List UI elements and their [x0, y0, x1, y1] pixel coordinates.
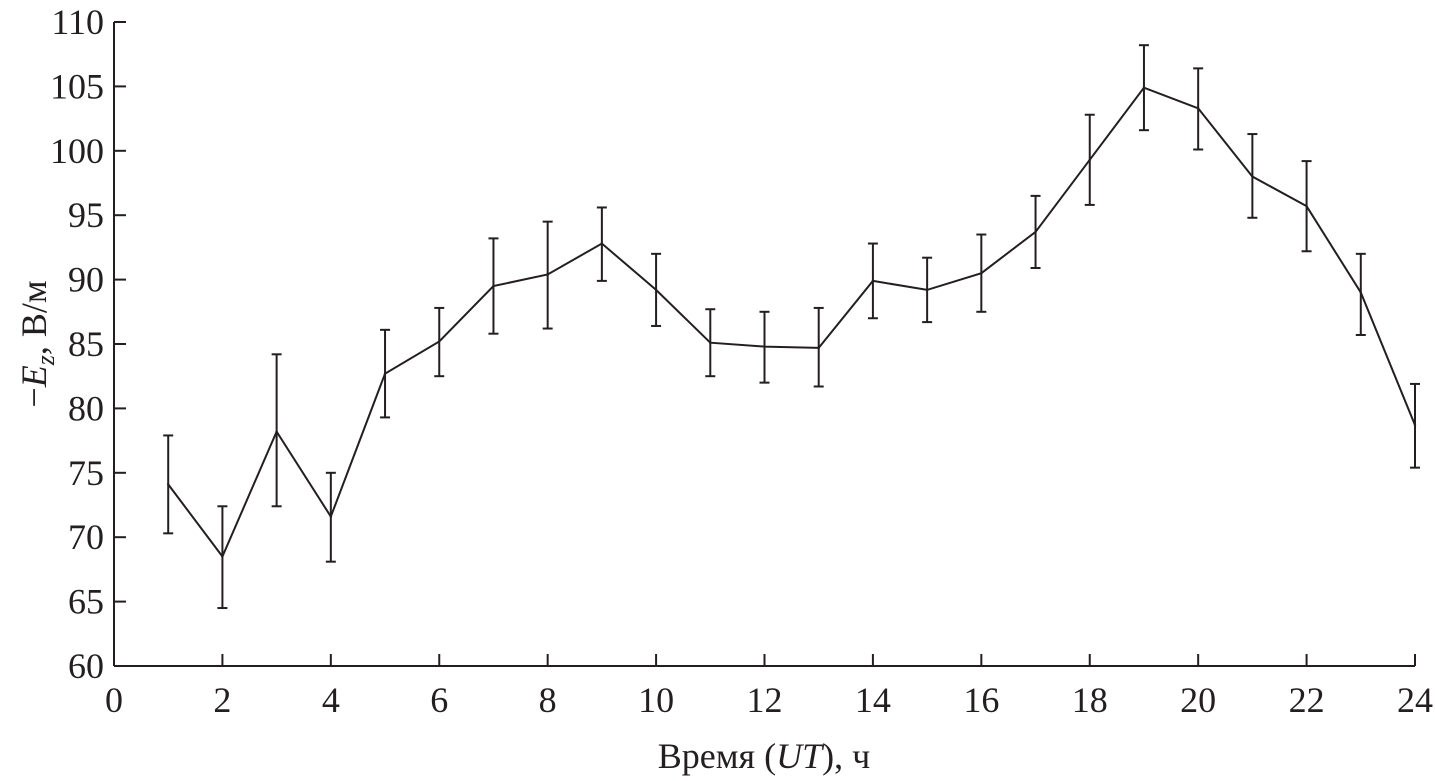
- data-point: [980, 271, 983, 275]
- data-point: [1359, 291, 1362, 294]
- data-point: [1251, 175, 1254, 178]
- data-point: [654, 288, 658, 292]
- x-tick-label: 12: [747, 680, 783, 720]
- x-tick-label: 8: [539, 680, 557, 720]
- data-point: [925, 288, 929, 292]
- data-point: [871, 279, 875, 283]
- series: [167, 86, 1417, 559]
- data-point: [1034, 230, 1037, 234]
- y-tick-label: 75: [68, 453, 104, 493]
- x-tick-label: 20: [1180, 680, 1216, 720]
- x-tick-label: 24: [1397, 680, 1433, 720]
- y-tick-label: 110: [51, 2, 104, 42]
- x-tick-label: 6: [430, 680, 448, 720]
- y-tick-label: 80: [68, 388, 104, 428]
- x-tick-label: 22: [1289, 680, 1325, 720]
- data-point: [438, 340, 441, 343]
- data-point: [546, 273, 549, 276]
- data-point: [275, 430, 278, 433]
- data-point: [329, 515, 333, 518]
- x-axis-label: Время (UT), ч: [658, 736, 870, 776]
- x-tick-label: 2: [213, 680, 231, 720]
- x-tick-label: 16: [963, 680, 999, 720]
- x-tick-label: 4: [322, 680, 340, 720]
- y-axis-label: −Ez, В/м: [14, 280, 60, 407]
- data-point: [817, 346, 820, 350]
- y-tick-label: 90: [68, 260, 104, 300]
- data-point: [600, 242, 604, 245]
- y-tick-label: 65: [68, 582, 104, 622]
- series-line: [167, 86, 1416, 559]
- data-point: [492, 284, 495, 288]
- y-tick-label: 100: [50, 131, 104, 171]
- y-tick-label: 105: [50, 66, 104, 106]
- data-point: [1413, 423, 1417, 427]
- x-ticks: 0 2 4 6 8 10 12 14 16 18 20 22 24: [105, 654, 1433, 720]
- x-tick-label: 18: [1072, 680, 1108, 720]
- data-point: [1088, 158, 1091, 162]
- y-tick-label: 60: [68, 646, 104, 686]
- data-point: [221, 555, 224, 558]
- data-point: [1305, 204, 1308, 208]
- error-bars: [163, 44, 1420, 610]
- data-point: [1196, 107, 1200, 110]
- y-tick-label: 70: [68, 517, 104, 557]
- data-point: [763, 345, 766, 348]
- x-tick-label: 10: [638, 680, 674, 720]
- data-point: [709, 341, 712, 344]
- y-ticks: 60 65 70 75 80 85 90 95 100 105 110: [50, 2, 126, 686]
- y-tick-label: 95: [68, 195, 104, 235]
- data-point: [1142, 86, 1146, 89]
- x-tick-label: 0: [105, 680, 123, 720]
- data-point: [167, 483, 170, 486]
- data-point: [383, 372, 387, 375]
- x-tick-label: 14: [855, 680, 891, 720]
- y-tick-label: 85: [68, 324, 104, 364]
